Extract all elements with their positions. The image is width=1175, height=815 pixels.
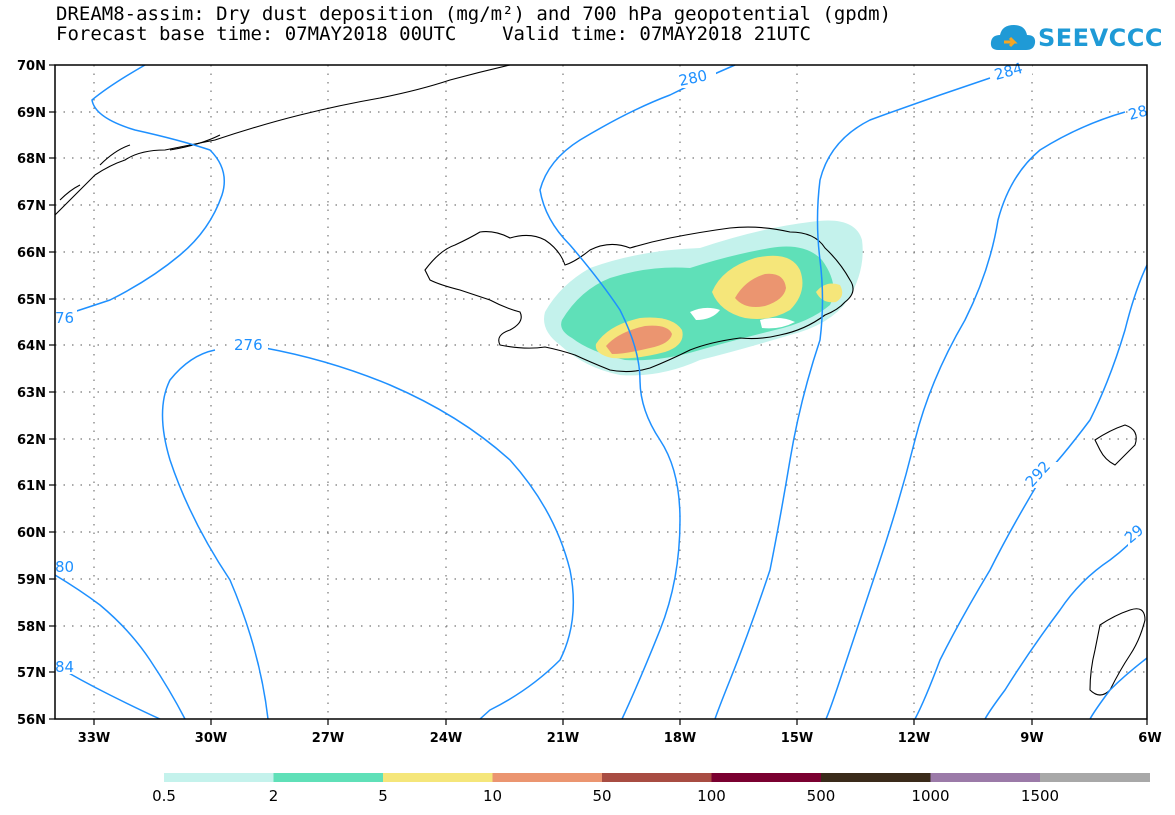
contour-label-76: 76 xyxy=(55,309,74,327)
map-area xyxy=(55,65,1147,719)
cloud-icon xyxy=(990,25,1036,50)
lon-label: 18W xyxy=(664,731,696,746)
legend-swatch xyxy=(164,773,274,782)
logo-text: SEEVCCC xyxy=(1038,24,1163,52)
lat-label: 57N xyxy=(17,666,46,681)
legend-label: 2 xyxy=(269,787,279,805)
chart-subtitle: Forecast base time: 07MAY2018 00UTC Vali… xyxy=(56,23,811,45)
contour-label-84: 84 xyxy=(55,658,74,676)
legend-label: 10 xyxy=(483,787,502,805)
lat-label: 68N xyxy=(17,152,46,167)
lon-label: 33W xyxy=(78,731,110,746)
legend-swatch xyxy=(492,773,603,782)
legend-swatch xyxy=(602,773,712,782)
lon-label: 9W xyxy=(1020,731,1043,746)
chart-title: DREAM8-assim: Dry dust deposition (mg/m²… xyxy=(56,3,892,25)
lat-label: 63N xyxy=(17,386,46,401)
lat-label: 60N xyxy=(17,526,46,541)
legend-label: 1500 xyxy=(1021,787,1059,805)
lon-label: 30W xyxy=(195,731,227,746)
lat-label: 65N xyxy=(17,293,46,308)
lon-label: 12W xyxy=(898,731,930,746)
dust-deposition-field xyxy=(544,220,863,376)
legend-label: 500 xyxy=(807,787,836,805)
latitude-labels: 70N 69N 68N 67N 66N 65N 64N 63N 62N 61N … xyxy=(17,59,46,728)
lat-label: 59N xyxy=(17,573,46,588)
contour-label-280: 280 xyxy=(677,66,709,90)
lon-label: 15W xyxy=(781,731,813,746)
legend-swatch xyxy=(711,773,822,782)
seevccc-logo: SEEVCCC xyxy=(990,20,1163,56)
legend-label: 5 xyxy=(378,787,388,805)
legend-swatch xyxy=(821,773,931,782)
lat-label: 64N xyxy=(17,339,46,354)
contour-labels: 280 284 28 276 76 292 29 80 84 xyxy=(55,59,1149,676)
longitude-labels: 33W 30W 27W 24W 21W 18W 15W 12W 9W 6W xyxy=(78,731,1162,746)
lat-label: 66N xyxy=(17,246,46,261)
legend-label: 50 xyxy=(592,787,611,805)
lat-label: 58N xyxy=(17,620,46,635)
legend-swatch xyxy=(273,773,384,782)
legend-swatch xyxy=(383,773,493,782)
lon-label: 24W xyxy=(430,731,462,746)
contour-label-80: 80 xyxy=(55,558,74,576)
lat-label: 67N xyxy=(17,199,46,214)
lat-label: 56N xyxy=(17,713,46,728)
legend-label: 100 xyxy=(697,787,726,805)
legend-swatch xyxy=(1040,773,1150,782)
lat-label: 62N xyxy=(17,433,46,448)
lat-label: 70N xyxy=(17,59,46,74)
contour-label-28: 28 xyxy=(1126,102,1149,124)
legend-swatch xyxy=(930,773,1041,782)
legend-label: 0.5 xyxy=(152,787,176,805)
lon-label: 27W xyxy=(312,731,344,746)
coastlines xyxy=(54,64,1146,696)
lon-label: 6W xyxy=(1138,731,1161,746)
lat-label: 69N xyxy=(17,106,46,121)
lon-label: 21W xyxy=(547,731,579,746)
graticule xyxy=(55,65,1147,719)
contour-label-276: 276 xyxy=(234,336,263,354)
lat-label: 61N xyxy=(17,479,46,494)
axis-ticks xyxy=(49,64,1148,725)
legend-label: 1000 xyxy=(911,787,949,805)
color-legend: 0.5 2 5 10 50 100 500 1000 1500 xyxy=(152,773,1150,805)
